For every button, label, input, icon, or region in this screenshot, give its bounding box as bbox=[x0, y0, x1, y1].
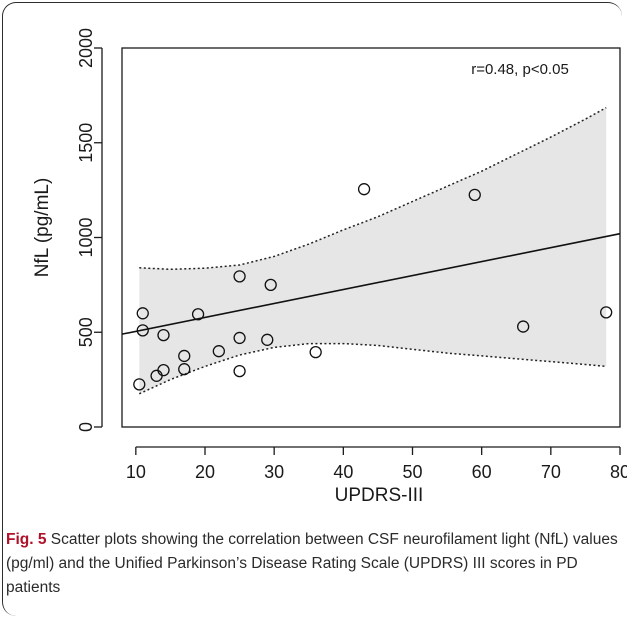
data-point bbox=[264, 278, 277, 292]
figure-caption-text: Scatter plots showing the correlation be… bbox=[6, 531, 618, 596]
data-point bbox=[309, 345, 322, 359]
y-tick-label: 1000 bbox=[76, 217, 96, 257]
data-point bbox=[261, 333, 274, 346]
confidence-band bbox=[139, 107, 607, 394]
data-point bbox=[178, 363, 191, 376]
data-point bbox=[233, 364, 246, 378]
data-point bbox=[468, 188, 481, 202]
regression-line bbox=[121, 232, 621, 335]
x-tick-label: 70 bbox=[541, 462, 561, 482]
x-tick-label: 50 bbox=[402, 462, 422, 482]
x-tick-label: 20 bbox=[195, 462, 215, 482]
data-point bbox=[191, 308, 205, 321]
data-point bbox=[157, 363, 170, 377]
confidence-upper-line bbox=[139, 107, 607, 271]
x-axis-title: UPDRS-III bbox=[335, 485, 424, 506]
confidence-band-layer bbox=[138, 107, 607, 395]
x-tick-label: 40 bbox=[333, 462, 353, 482]
data-point bbox=[233, 270, 246, 283]
x-tick-label: 10 bbox=[126, 462, 146, 482]
axes-layer: 10 20 30 40 50 60 70 80 0 500 1000 1500 2000 bbox=[76, 28, 627, 482]
data-point bbox=[233, 331, 246, 345]
y-axis-title: NfL (pg/mL) bbox=[32, 178, 53, 278]
x-tick-label: 30 bbox=[264, 462, 284, 482]
data-point bbox=[600, 306, 613, 319]
data-point bbox=[133, 378, 146, 391]
y-tick-label: 1500 bbox=[76, 123, 96, 163]
data-points-layer bbox=[133, 183, 613, 391]
data-point bbox=[212, 345, 225, 358]
x-tick-label: 60 bbox=[472, 462, 492, 482]
x-tick-label: 80 bbox=[610, 462, 627, 482]
figure-frame bbox=[2, 2, 622, 616]
y-tick-label: 0 bbox=[76, 422, 96, 432]
y-tick-label: 2000 bbox=[76, 28, 96, 68]
data-point bbox=[517, 320, 530, 333]
data-point bbox=[136, 307, 149, 320]
data-point bbox=[157, 328, 170, 342]
y-tick-label: 500 bbox=[76, 317, 96, 347]
data-point bbox=[357, 183, 371, 196]
data-point bbox=[178, 349, 191, 363]
correlation-annotation: r=0.48, p<0.05 bbox=[471, 61, 569, 78]
regression-line-layer bbox=[121, 232, 621, 335]
data-point bbox=[136, 324, 149, 337]
plot-area bbox=[121, 47, 621, 428]
figure-caption: Fig. 5 Scatter plots showing the correla… bbox=[6, 528, 618, 600]
scatter-chart: 10 20 30 40 50 60 70 80 0 500 1000 1500 2000 r=0.48,… bbox=[32, 28, 627, 506]
figure-label: Fig. 5 bbox=[6, 531, 47, 548]
